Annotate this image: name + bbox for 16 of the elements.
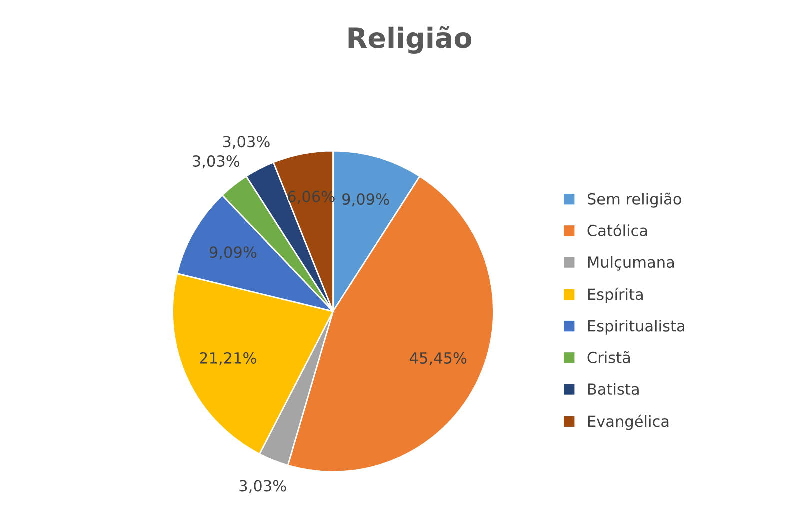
legend-label: Espiritualista — [588, 320, 684, 335]
data-label: 9,09% — [342, 194, 390, 207]
data-label: 9,09% — [210, 246, 257, 260]
legend-label: Batista — [588, 383, 639, 396]
legend-label: Cristã — [588, 351, 630, 364]
data-label: 45,45% — [410, 352, 467, 366]
chart-title: Religião — [348, 26, 472, 54]
data-label: 21,21% — [200, 352, 256, 366]
data-label: 3,03% — [223, 136, 270, 150]
legend-label: Sem religião — [588, 192, 682, 208]
legend-label: Evangélica — [588, 414, 669, 430]
legend-label: Mulçumana — [588, 256, 674, 271]
data-label: 3,03% — [193, 156, 240, 169]
data-label: 3,03% — [240, 480, 286, 494]
legend-label: Católica — [588, 224, 648, 236]
legend-label: Espírita — [588, 288, 643, 304]
